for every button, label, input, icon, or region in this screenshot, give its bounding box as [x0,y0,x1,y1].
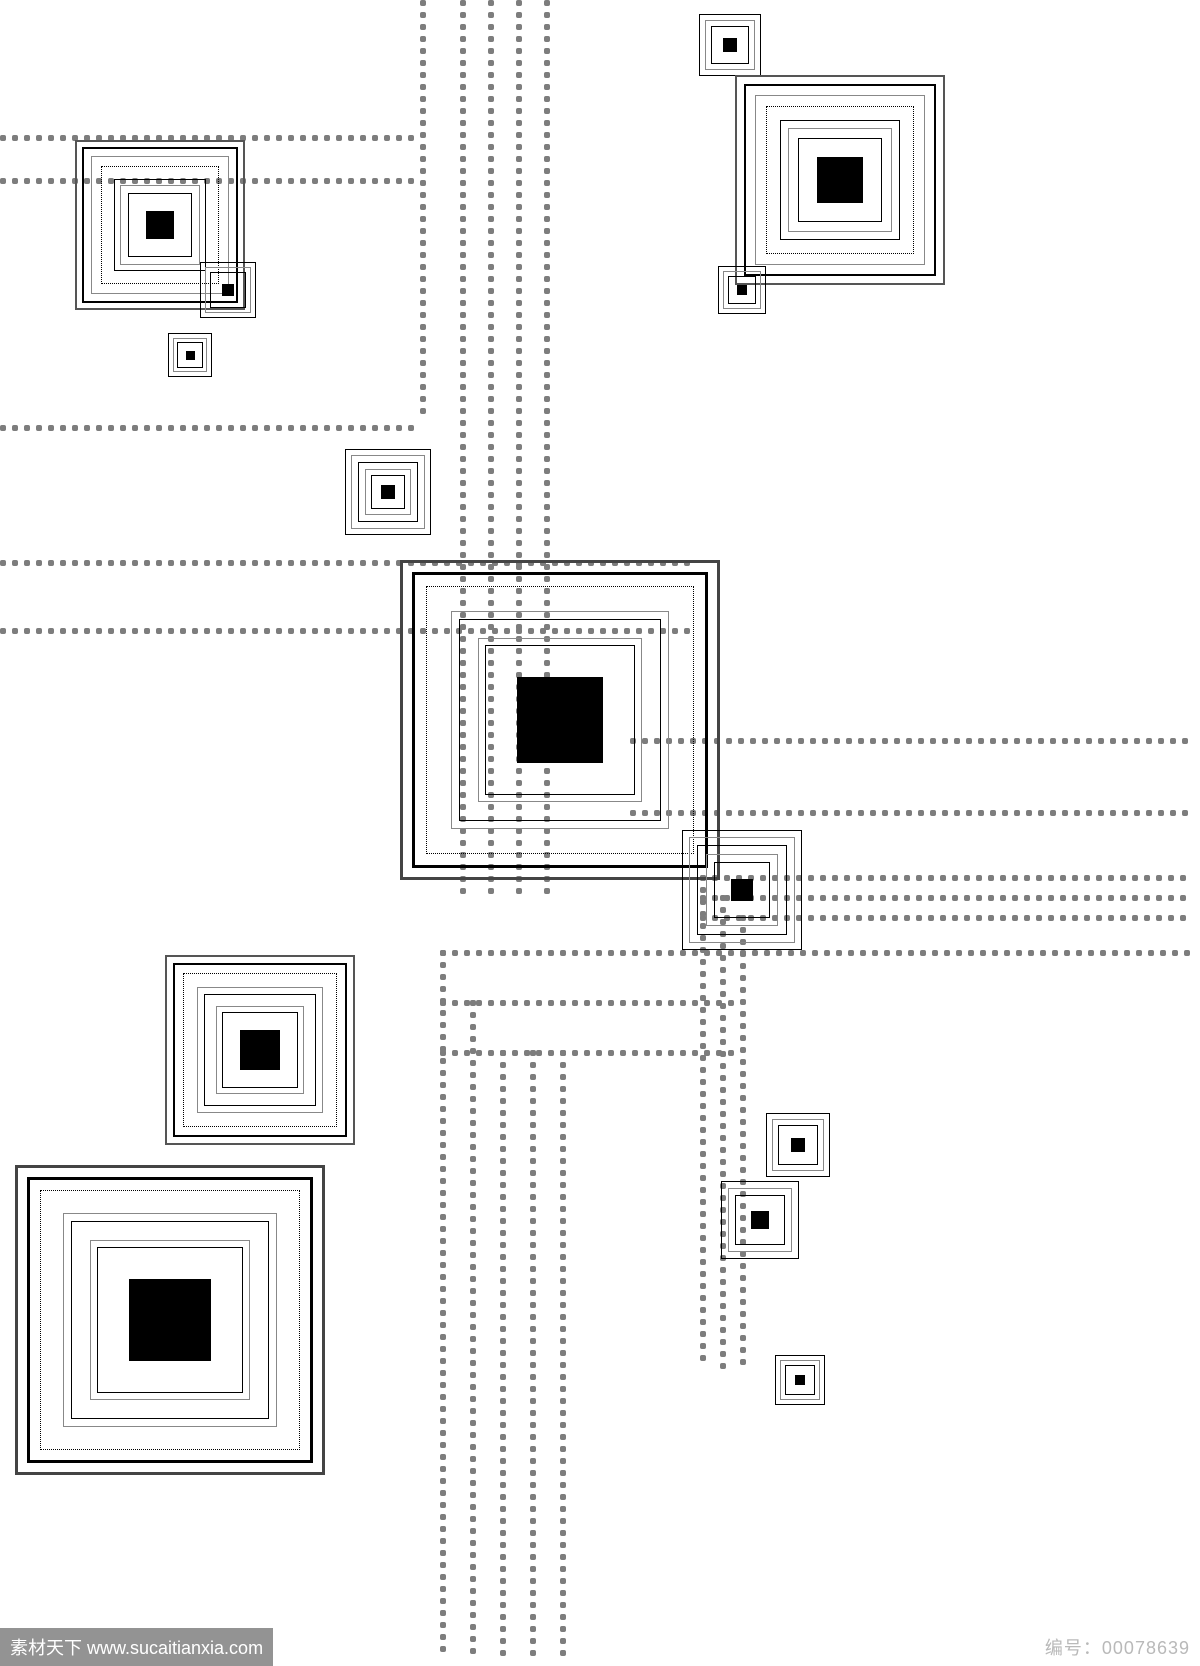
dotted-line [440,950,446,1658]
dotted-line [440,1000,740,1006]
dotted-line [740,915,746,1371]
dotted-line [500,1050,506,1662]
square-core [222,284,234,296]
image-id-label: 编号： [1045,1638,1102,1658]
square-core [723,38,737,52]
square-core [817,157,863,203]
square-core [751,1211,769,1229]
dotted-line [530,1050,536,1662]
dotted-line [720,895,726,1375]
square-core [737,285,747,295]
dotted-line [440,1050,740,1056]
square-core [791,1138,805,1152]
square-core [517,677,603,763]
watermark-badge: 素材天下 www.sucaitianxia.com [0,1628,273,1666]
square-core [129,1279,211,1361]
square-core [146,211,174,239]
square-core [731,879,753,901]
square-core [381,485,395,499]
watermark-text: 素材天下 www.sucaitianxia.com [10,1638,263,1658]
square-core [186,351,195,360]
image-id: 编号：00078639 [1045,1634,1190,1660]
dotted-line [420,0,426,420]
pattern-canvas [0,0,1200,1666]
dotted-line [0,425,420,431]
square-core [240,1030,280,1070]
image-id-value: 00078639 [1102,1638,1190,1658]
dotted-line [470,1000,476,1660]
dotted-line [440,950,1196,956]
dotted-line [560,1050,566,1662]
square-core [795,1375,805,1385]
